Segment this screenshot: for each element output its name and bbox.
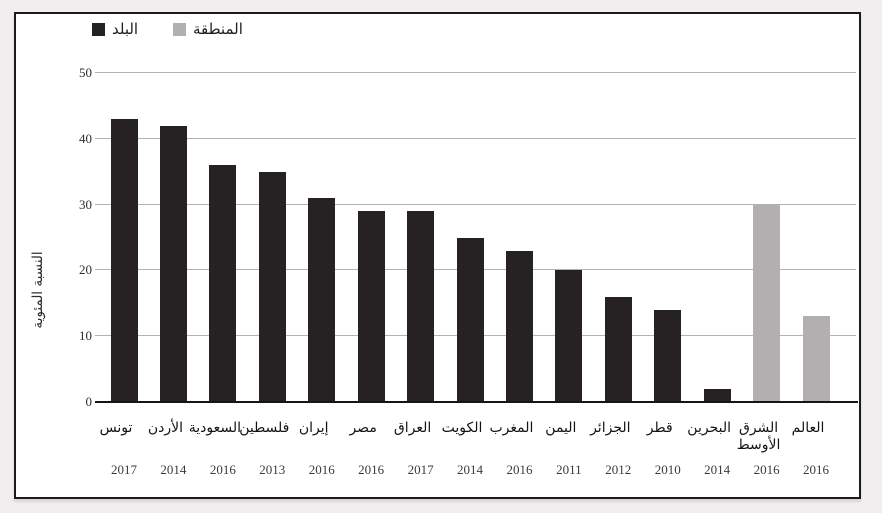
chart-frame: البلد المنطقة النسبة المئوية 0 10 20 30 40 50… bbox=[14, 12, 861, 499]
year-label: 2016 bbox=[753, 462, 780, 477]
y-tick-label: 10 bbox=[79, 328, 92, 344]
y-tick-label: 50 bbox=[79, 65, 92, 80]
bar-country bbox=[654, 309, 682, 402]
category-label: العالم bbox=[791, 420, 825, 436]
bar-country bbox=[209, 165, 237, 402]
category-label: اليمن bbox=[545, 420, 577, 436]
year-label: 2016 bbox=[308, 462, 335, 477]
year-label: 2014 bbox=[704, 462, 731, 477]
category-label: البحرين bbox=[687, 420, 731, 436]
gridline bbox=[95, 203, 856, 205]
x-axis-line bbox=[95, 401, 858, 403]
year-label: 2016 bbox=[803, 462, 830, 477]
bar-country bbox=[604, 296, 632, 402]
year-label: 2017 bbox=[407, 462, 434, 477]
y-tick-label: 30 bbox=[79, 196, 92, 212]
category-label: فلسطين bbox=[239, 420, 290, 436]
category-label: إيران bbox=[298, 420, 329, 436]
legend-swatch-country-icon bbox=[92, 22, 105, 36]
bar-country bbox=[110, 119, 138, 402]
category-label: العراق bbox=[393, 420, 432, 436]
year-label: 2016 bbox=[209, 462, 236, 477]
bar-country bbox=[456, 237, 484, 402]
year-label: 2013 bbox=[259, 462, 286, 477]
legend-swatch-region-icon bbox=[173, 22, 186, 36]
bar-country bbox=[308, 198, 336, 402]
bar-country bbox=[505, 250, 533, 402]
category-label: الكويت bbox=[441, 420, 483, 436]
bar-region bbox=[802, 316, 830, 402]
legend-item-region: المنطقة bbox=[173, 16, 243, 42]
year-label: 2012 bbox=[605, 462, 632, 477]
year-label: 2016 bbox=[358, 462, 385, 477]
legend-item-country: البلد bbox=[92, 16, 138, 42]
bar-country bbox=[258, 171, 286, 402]
category-label: الأردن bbox=[147, 420, 183, 436]
y-tick-label: 0 bbox=[85, 394, 93, 409]
year-label: 2014 bbox=[160, 462, 187, 477]
y-axis-title: النسبة المئوية bbox=[30, 251, 46, 329]
bar-region bbox=[753, 204, 781, 402]
gridline bbox=[95, 72, 856, 73]
bar-country bbox=[159, 125, 187, 402]
category-label: الجزائر bbox=[590, 420, 631, 436]
legend-label-country: البلد bbox=[112, 20, 139, 38]
category-label: الشرق الأوسط bbox=[736, 420, 781, 453]
category-label: المغرب bbox=[489, 420, 534, 436]
year-label: 2010 bbox=[654, 462, 681, 477]
legend-label-region: المنطقة bbox=[193, 20, 243, 38]
year-label: 2016 bbox=[506, 462, 533, 477]
bar-country bbox=[407, 211, 435, 402]
year-label: 2017 bbox=[111, 462, 137, 477]
category-label: قطر bbox=[646, 420, 673, 436]
category-label: تونس bbox=[99, 420, 133, 436]
year-label: 2011 bbox=[556, 462, 582, 477]
y-tick-label: 20 bbox=[79, 262, 92, 278]
bar-country bbox=[357, 211, 385, 402]
category-label: السعودية bbox=[188, 420, 241, 436]
category-label: مصر bbox=[349, 420, 377, 436]
bar-country bbox=[555, 270, 583, 402]
gridline bbox=[95, 137, 856, 139]
y-tick-label: 40 bbox=[79, 130, 92, 146]
year-label: 2014 bbox=[457, 462, 483, 477]
bar-country bbox=[703, 388, 731, 402]
